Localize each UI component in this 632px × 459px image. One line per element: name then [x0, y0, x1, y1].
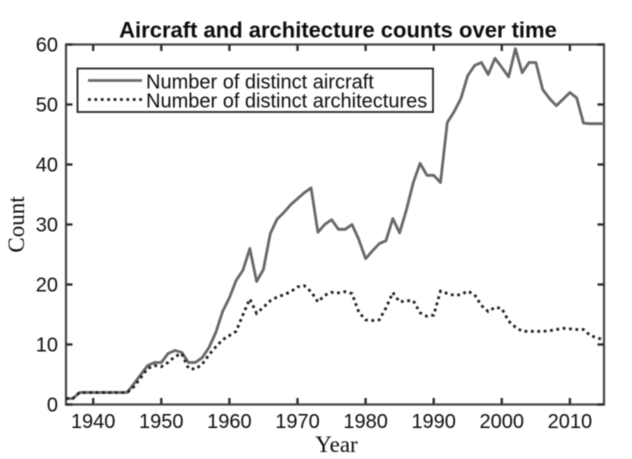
svg-text:0: 0 [47, 395, 58, 417]
svg-text:Number of distinct architectur: Number of distinct architectures [146, 91, 427, 113]
svg-text:50: 50 [36, 95, 58, 117]
svg-text:1960: 1960 [207, 411, 252, 433]
svg-text:2000: 2000 [480, 411, 525, 433]
svg-text:1950: 1950 [139, 411, 184, 433]
svg-text:60: 60 [36, 35, 58, 57]
svg-text:40: 40 [36, 155, 58, 177]
svg-text:Number of distinct aircraft: Number of distinct aircraft [146, 72, 374, 94]
svg-text:Year: Year [315, 432, 358, 457]
svg-text:20: 20 [36, 275, 58, 297]
svg-text:1970: 1970 [275, 411, 320, 433]
svg-text:10: 10 [36, 335, 58, 357]
svg-text:30: 30 [36, 215, 58, 237]
svg-text:2010: 2010 [548, 411, 593, 433]
svg-text:1940: 1940 [71, 411, 116, 433]
svg-text:1990: 1990 [411, 411, 456, 433]
svg-text:1980: 1980 [343, 411, 388, 433]
svg-text:Count: Count [4, 196, 29, 253]
svg-text:Aircraft and architecture coun: Aircraft and architecture counts over ti… [119, 18, 557, 43]
